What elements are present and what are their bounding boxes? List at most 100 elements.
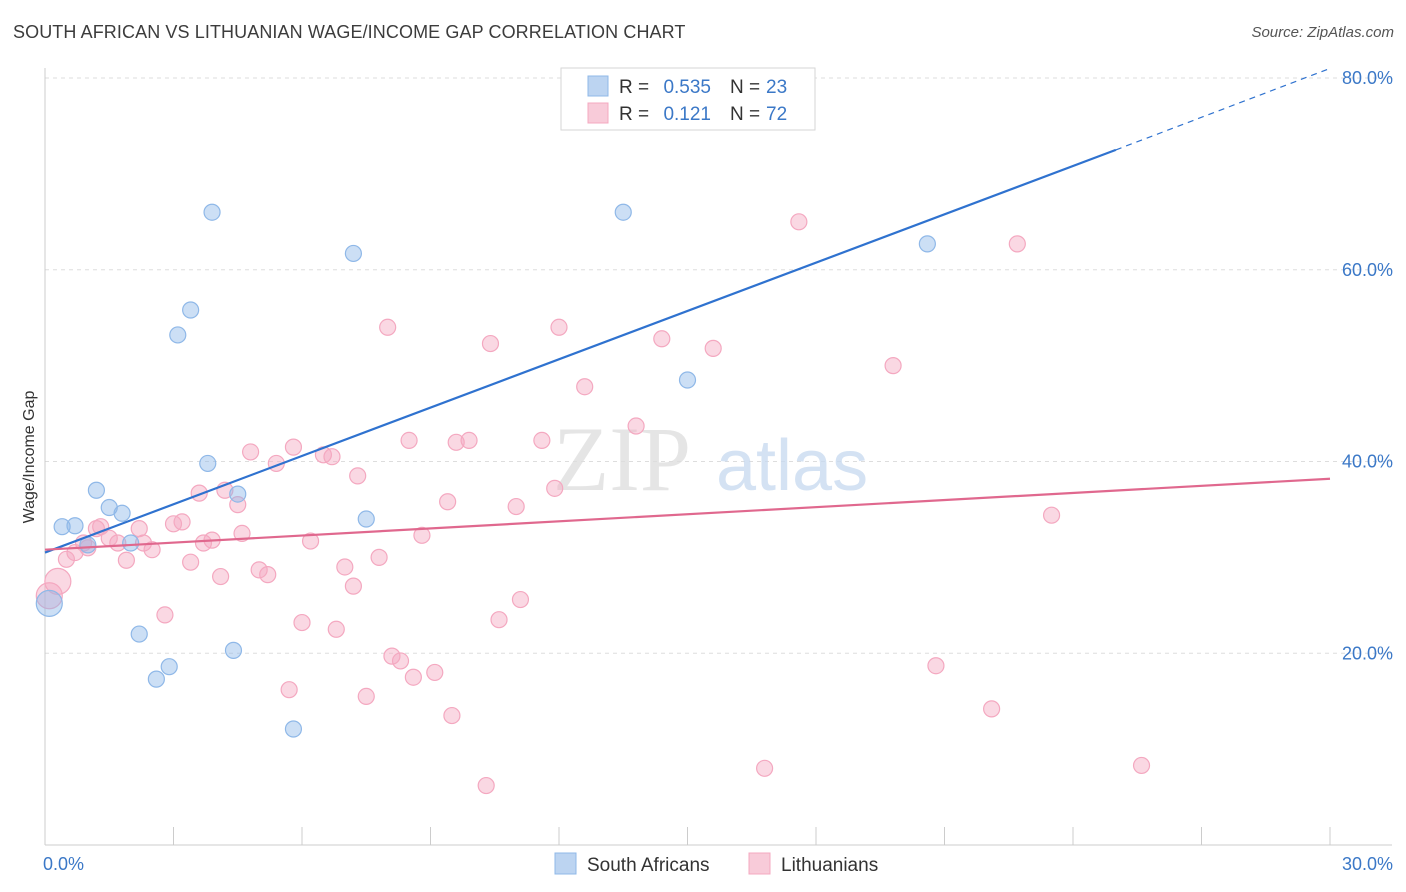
- lithuanian-point: [400, 431, 418, 450]
- lithuanian-point: [1132, 756, 1151, 775]
- south-african-point: [357, 510, 375, 528]
- lithuanian-point: [755, 759, 774, 777]
- chart-source: Source: ZipAtlas.com: [1251, 24, 1394, 41]
- lithuanian-point: [447, 433, 465, 451]
- lithuanian-point: [511, 590, 530, 609]
- lithuanian-point: [983, 700, 1001, 718]
- y-tick-label: 80.0%: [1342, 68, 1393, 88]
- lithuanian-point: [533, 431, 551, 450]
- lithuanian-point: [250, 561, 268, 579]
- legend-n-value: 23: [766, 77, 787, 98]
- lithuanian-point: [884, 357, 902, 375]
- lithuanian-point: [439, 493, 457, 511]
- lithuanian-point: [57, 550, 76, 568]
- south-african-point: [918, 235, 936, 253]
- y-tick-label: 60.0%: [1342, 260, 1393, 280]
- y-axis-title: Wage/Income Gap: [21, 391, 38, 524]
- south-african-point: [203, 203, 221, 221]
- lithuanian-point: [404, 668, 422, 686]
- series-legend: South Africans Lithuanians: [554, 852, 878, 876]
- lithuanian-point: [293, 613, 311, 632]
- lithuanian-point: [284, 438, 303, 456]
- lithuanian-point: [627, 417, 645, 435]
- legend-r-label: R =: [619, 77, 649, 98]
- chart-title: SOUTH AFRICAN VS LITHUANIAN WAGE/INCOME …: [13, 22, 686, 42]
- grid-lines: [45, 77, 1392, 654]
- lithuanian-point: [242, 443, 260, 461]
- south-african-point: [35, 589, 63, 617]
- south-african-point: [224, 641, 243, 659]
- south-african-point: [113, 504, 131, 522]
- y-tick-label: 40.0%: [1342, 452, 1393, 472]
- stats-legend: R = 0.535 N = 23 R = 0.121 N = 72: [560, 67, 816, 131]
- lithuanian-point: [507, 497, 525, 516]
- x-tick-label: 0.0%: [43, 854, 84, 874]
- lithuanian-point: [460, 431, 478, 450]
- legend-swatch: [587, 75, 609, 97]
- south-african-point: [53, 518, 71, 536]
- lithuanian-point: [426, 663, 444, 682]
- watermark: ZIP atlas: [553, 408, 868, 510]
- lithuanian-trend-line: [44, 477, 1331, 551]
- lithuanian-point: [927, 657, 945, 675]
- lithuanian-point: [490, 611, 508, 629]
- lithuanian-point: [1042, 506, 1061, 524]
- lithuanian-point: [443, 706, 461, 725]
- lithuanian-point: [349, 467, 367, 485]
- trend-lines: [44, 67, 1331, 554]
- lithuanian-point: [1008, 235, 1026, 253]
- lithuanian-point: [576, 378, 594, 396]
- lithuanian-point: [550, 318, 568, 336]
- south-african-point: [182, 301, 200, 319]
- lithuanian-point: [130, 520, 148, 538]
- legend-r-value: 0.535: [663, 77, 711, 98]
- data-points: [35, 203, 1151, 795]
- south-african-point: [66, 517, 84, 535]
- lithuanian-point: [233, 524, 251, 543]
- watermark-zip: ZIP: [553, 408, 691, 510]
- lithuanian-point: [259, 566, 277, 584]
- lithuanian-point: [391, 652, 410, 670]
- lithuanian-point: [379, 318, 397, 336]
- lithuanian-point: [117, 551, 135, 569]
- lithuanian-point: [212, 567, 230, 586]
- lithuanian-point: [182, 553, 200, 571]
- south-african-point: [160, 658, 178, 676]
- lithuanian-point: [357, 687, 375, 705]
- south-african-trend-extension: [1115, 67, 1331, 151]
- y-tick-label: 20.0%: [1342, 643, 1393, 663]
- lithuanian-point: [173, 513, 191, 531]
- legend-r-label: R =: [619, 104, 649, 125]
- lithuanian-point: [653, 330, 671, 348]
- lithuanian-point: [383, 647, 401, 665]
- watermark-atlas: atlas: [716, 426, 868, 506]
- lithuanian-point: [143, 541, 161, 559]
- axes: 20.0% 40.0% 60.0% 80.0% 0.0% 30.0%: [43, 68, 1393, 874]
- legend-n-label: N =: [730, 77, 760, 98]
- series-legend-swatch: [748, 852, 771, 875]
- south-african-point: [130, 625, 148, 643]
- lithuanian-point: [327, 620, 345, 638]
- south-african-point: [344, 244, 362, 263]
- lithuanian-point: [301, 532, 320, 550]
- lithuanian-point: [336, 558, 354, 576]
- lithuanian-point: [481, 334, 500, 353]
- lithuanian-point: [370, 548, 388, 566]
- legend-n-label: N =: [730, 104, 760, 125]
- south-african-point: [122, 534, 140, 552]
- series-legend-label: South Africans: [587, 855, 710, 876]
- lithuanian-point: [546, 479, 564, 497]
- series-legend-swatch: [554, 852, 577, 875]
- legend-r-value: 0.121: [663, 104, 711, 125]
- lithuanian-point: [344, 577, 362, 595]
- lithuanian-point: [704, 339, 722, 357]
- x-tick-label: 30.0%: [1342, 854, 1393, 874]
- south-african-point: [87, 481, 106, 499]
- south-african-point: [614, 203, 632, 221]
- lithuanian-point: [35, 582, 63, 610]
- series-legend-label: Lithuanians: [781, 855, 878, 876]
- legend-n-value: 72: [766, 104, 787, 125]
- south-african-point: [199, 454, 217, 473]
- lithuanian-point: [156, 606, 174, 624]
- south-african-point: [169, 326, 187, 344]
